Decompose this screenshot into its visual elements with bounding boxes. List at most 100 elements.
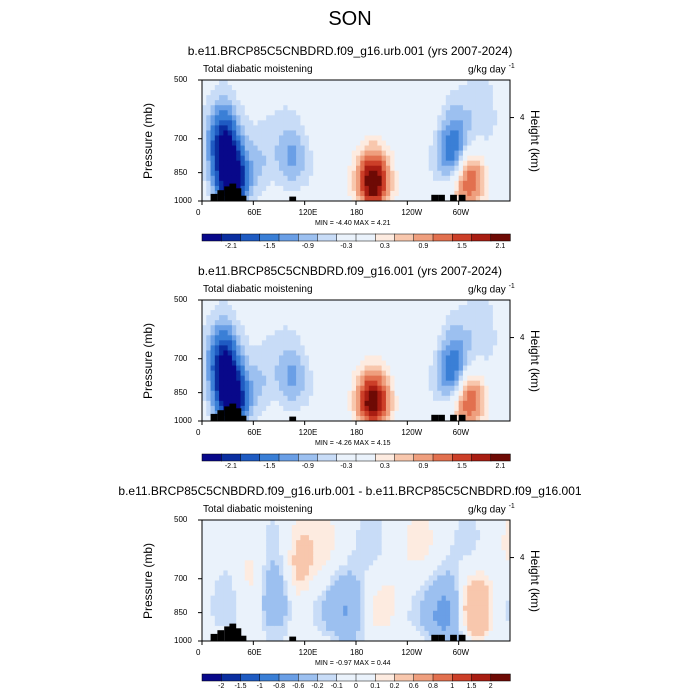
heat-cell bbox=[385, 95, 391, 101]
heat-cell bbox=[428, 105, 434, 111]
heat-cell bbox=[356, 90, 361, 96]
heat-cell bbox=[300, 345, 306, 352]
heat-cell bbox=[420, 125, 426, 132]
heat-cell bbox=[441, 400, 447, 407]
heat-cell bbox=[308, 145, 314, 152]
heat-cell bbox=[458, 315, 464, 321]
heat-cell bbox=[300, 390, 306, 397]
heat-cell bbox=[343, 520, 349, 526]
heat-cell bbox=[385, 110, 391, 116]
terrain-block bbox=[239, 195, 247, 201]
heat-cell bbox=[330, 620, 336, 627]
heat-cell bbox=[407, 115, 413, 121]
heat-cell bbox=[484, 155, 490, 162]
heat-cell bbox=[424, 350, 430, 357]
heat-cell bbox=[270, 530, 276, 536]
heat-cell bbox=[398, 190, 404, 197]
heat-cell bbox=[445, 410, 451, 417]
heat-cell bbox=[368, 390, 374, 397]
heat-cell bbox=[206, 125, 212, 132]
heat-cell bbox=[334, 105, 340, 111]
heat-cell bbox=[403, 115, 408, 121]
heat-cell bbox=[334, 550, 340, 556]
heat-cell bbox=[373, 310, 378, 316]
heat-cell bbox=[497, 415, 503, 421]
heat-cell bbox=[296, 85, 301, 91]
heat-cell bbox=[249, 80, 254, 86]
heat-cell bbox=[334, 80, 340, 86]
heat-cell bbox=[223, 120, 229, 126]
heat-cell bbox=[206, 195, 212, 201]
heat-cell bbox=[484, 195, 490, 201]
heat-cell bbox=[437, 95, 443, 101]
heat-cell bbox=[308, 300, 314, 306]
heat-cell bbox=[321, 410, 327, 417]
heat-cell bbox=[343, 350, 349, 357]
heat-cell bbox=[223, 350, 229, 357]
heat-cell bbox=[424, 620, 430, 627]
heat-cell bbox=[411, 630, 417, 637]
heat-cell bbox=[480, 120, 485, 126]
heat-cell bbox=[219, 600, 224, 607]
heat-cell bbox=[415, 370, 421, 377]
heat-cell bbox=[343, 525, 349, 531]
heat-cell bbox=[415, 615, 421, 622]
heat-cell bbox=[475, 335, 481, 341]
heat-cell bbox=[351, 170, 357, 177]
heat-cell bbox=[223, 395, 229, 402]
heat-cell bbox=[445, 555, 451, 561]
heat-cell bbox=[505, 115, 510, 121]
heat-cell bbox=[424, 615, 430, 622]
heat-cell bbox=[505, 410, 510, 417]
heat-cell bbox=[398, 385, 404, 392]
heat-cell bbox=[351, 135, 357, 142]
heat-cell bbox=[279, 300, 284, 306]
terrain-block bbox=[234, 408, 242, 421]
heat-cell bbox=[454, 310, 460, 316]
heat-cell bbox=[334, 320, 340, 326]
heat-cell bbox=[471, 85, 477, 91]
heat-cell bbox=[266, 130, 272, 137]
heat-cell bbox=[497, 95, 503, 101]
heat-cell bbox=[501, 135, 507, 142]
heat-cell bbox=[480, 170, 485, 177]
heat-cell bbox=[291, 115, 297, 121]
heat-cell bbox=[313, 525, 319, 531]
heat-cell bbox=[407, 535, 413, 541]
heat-cell bbox=[266, 400, 272, 407]
heat-cell bbox=[223, 600, 229, 607]
heat-cell bbox=[360, 300, 366, 306]
heat-cell bbox=[287, 365, 293, 372]
heat-cell bbox=[279, 385, 284, 392]
heat-cell bbox=[274, 375, 280, 382]
heat-cell bbox=[458, 130, 464, 137]
heat-cell bbox=[334, 125, 340, 132]
heat-cell bbox=[343, 175, 349, 182]
heat-cell bbox=[219, 545, 224, 551]
heat-cell bbox=[505, 180, 510, 187]
heat-cell bbox=[296, 115, 301, 121]
heat-cell bbox=[407, 145, 413, 152]
heat-cell bbox=[454, 630, 460, 637]
heat-cell bbox=[351, 110, 357, 116]
heat-cell bbox=[356, 370, 361, 377]
heat-cell bbox=[236, 575, 242, 582]
heat-cell bbox=[505, 105, 510, 111]
heat-cell bbox=[219, 405, 224, 412]
heat-cell bbox=[471, 175, 477, 182]
heat-cell bbox=[484, 125, 490, 132]
heat-cell bbox=[407, 620, 413, 627]
colorbar-bin bbox=[278, 233, 299, 242]
heat-cell bbox=[214, 170, 220, 177]
heat-cell bbox=[236, 120, 242, 126]
heat-cell bbox=[210, 110, 216, 116]
heat-cell bbox=[231, 565, 237, 572]
heat-cell bbox=[236, 305, 242, 311]
heat-cell bbox=[450, 320, 455, 326]
heat-cell bbox=[394, 530, 400, 536]
heat-cell bbox=[253, 190, 259, 197]
heat-cell bbox=[249, 540, 254, 546]
heat-cell bbox=[420, 605, 426, 612]
heat-cell bbox=[321, 520, 327, 526]
heat-cell bbox=[261, 140, 267, 147]
